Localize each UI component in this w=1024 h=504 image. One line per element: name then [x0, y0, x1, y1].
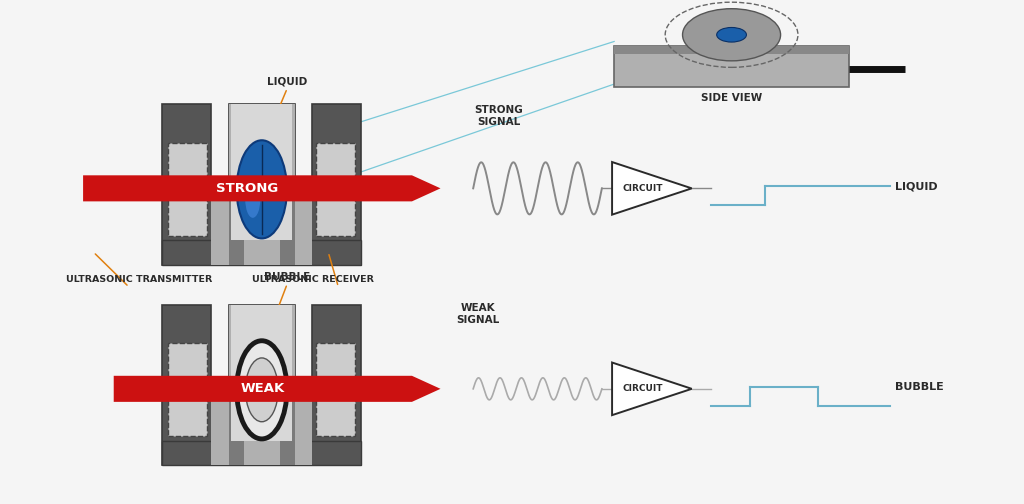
Polygon shape	[280, 179, 295, 265]
Bar	[168, 343, 207, 436]
Polygon shape	[211, 104, 312, 265]
Text: ULTRASONIC RECEIVER: ULTRASONIC RECEIVER	[252, 275, 374, 284]
Bar	[231, 104, 293, 240]
Bar	[316, 343, 355, 436]
Text: WEAK: WEAK	[241, 383, 285, 395]
Bar	[231, 304, 293, 441]
Bar	[162, 441, 361, 465]
Bar	[316, 143, 355, 236]
Polygon shape	[228, 179, 244, 265]
Polygon shape	[162, 104, 361, 265]
Bar	[614, 46, 849, 87]
Polygon shape	[211, 304, 312, 465]
Bar	[168, 143, 207, 236]
Text: LIQUID: LIQUID	[267, 77, 307, 87]
Polygon shape	[228, 380, 244, 465]
Polygon shape	[83, 175, 440, 202]
Text: STRONG: STRONG	[216, 182, 279, 195]
Polygon shape	[280, 380, 295, 465]
Text: BUBBLE: BUBBLE	[264, 272, 310, 282]
Circle shape	[717, 28, 746, 42]
Ellipse shape	[683, 9, 780, 61]
Text: CIRCUIT: CIRCUIT	[623, 184, 663, 193]
Text: CIRCUIT: CIRCUIT	[623, 385, 663, 393]
Ellipse shape	[245, 180, 260, 218]
Ellipse shape	[237, 341, 287, 439]
Bar	[614, 46, 849, 54]
Polygon shape	[114, 376, 440, 402]
Text: STRONG
SIGNAL: STRONG SIGNAL	[474, 105, 523, 127]
Ellipse shape	[246, 358, 279, 422]
Text: LIQUID: LIQUID	[895, 182, 938, 192]
Ellipse shape	[237, 140, 287, 238]
Text: SIDE VIEW: SIDE VIEW	[701, 93, 762, 103]
Text: BUBBLE: BUBBLE	[895, 383, 944, 392]
Polygon shape	[612, 362, 692, 415]
Text: WEAK
SIGNAL: WEAK SIGNAL	[457, 303, 500, 325]
Bar	[162, 240, 361, 265]
Text: ULTRASONIC TRANSMITTER: ULTRASONIC TRANSMITTER	[67, 275, 212, 284]
Polygon shape	[162, 304, 361, 465]
Polygon shape	[612, 162, 692, 215]
